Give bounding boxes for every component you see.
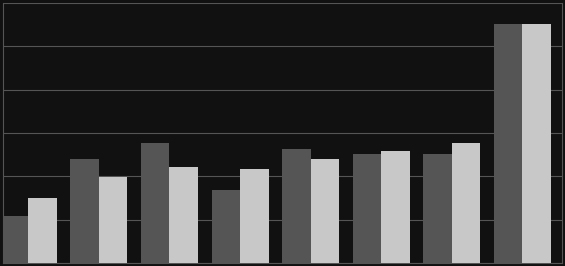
- Bar: [211, 190, 240, 263]
- Bar: [381, 151, 410, 263]
- Bar: [0, 216, 28, 263]
- Bar: [452, 143, 480, 263]
- Bar: [494, 24, 523, 263]
- Bar: [523, 24, 551, 263]
- Bar: [353, 154, 381, 263]
- Bar: [423, 154, 452, 263]
- Bar: [311, 159, 339, 263]
- Bar: [71, 159, 99, 263]
- Bar: [170, 167, 198, 263]
- Bar: [282, 149, 311, 263]
- Bar: [99, 177, 128, 263]
- Bar: [141, 143, 170, 263]
- Bar: [28, 198, 57, 263]
- Bar: [240, 169, 268, 263]
